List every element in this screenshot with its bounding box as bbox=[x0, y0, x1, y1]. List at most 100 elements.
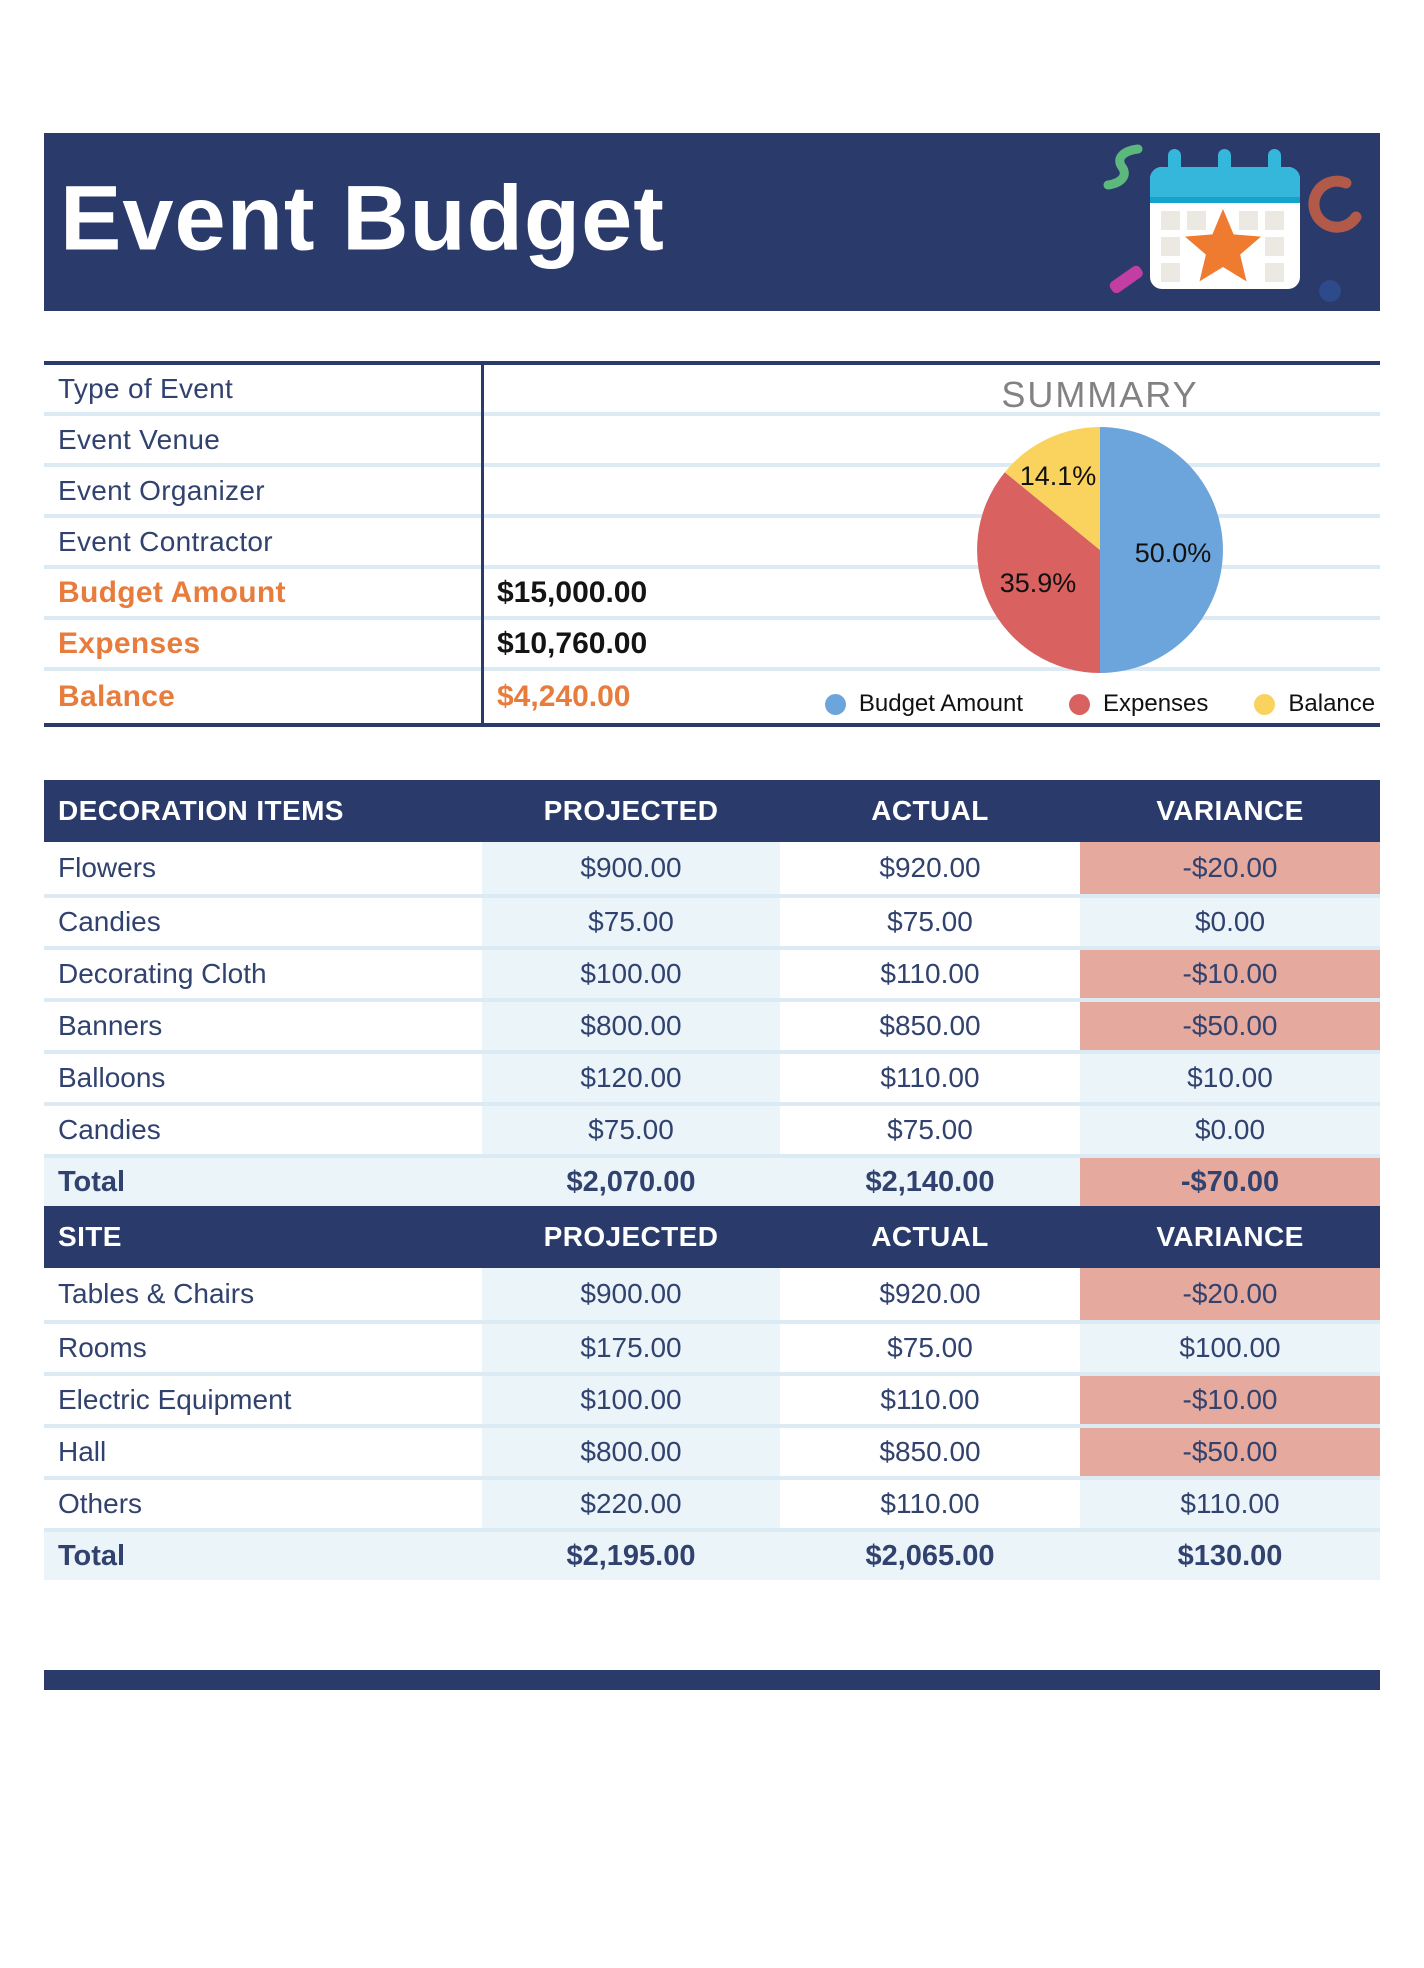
variance-cell[interactable]: -$20.00 bbox=[1080, 1268, 1380, 1320]
actual-cell[interactable]: $110.00 bbox=[880, 1488, 980, 1519]
actual-cell[interactable]: $75.00 bbox=[887, 1114, 973, 1145]
chart-legend: Budget Amount Expenses Balance bbox=[820, 690, 1380, 718]
projected-cell[interactable]: $2,195.00 bbox=[482, 1532, 780, 1580]
pie-slice-budget-amount bbox=[1100, 427, 1223, 673]
projected-cell[interactable]: $2,070.00 bbox=[482, 1158, 780, 1206]
summary-chart: SUMMARY 50.0% 35.9% 14.1% Budget Amount E… bbox=[820, 374, 1380, 718]
column-header-projected: PROJECTED bbox=[543, 795, 719, 826]
page-header-banner: Event Budget bbox=[44, 133, 1380, 311]
projected-cell[interactable]: $75.00 bbox=[482, 898, 780, 946]
variance-cell[interactable]: -$10.00 bbox=[1080, 1376, 1380, 1424]
legend-item: Budget Amount bbox=[824, 690, 1023, 718]
info-field-value[interactable]: $10,760.00 bbox=[497, 626, 648, 660]
legend-label: Budget Amount bbox=[858, 690, 1023, 717]
info-row-label: Event Venue bbox=[58, 423, 221, 455]
variance-cell[interactable]: $0.00 bbox=[1080, 898, 1380, 946]
confetti-dash-icon bbox=[1109, 265, 1143, 294]
projected-cell[interactable]: $175.00 bbox=[482, 1324, 780, 1372]
info-field-value[interactable]: $4,240.00 bbox=[497, 679, 631, 713]
item-cell[interactable]: Rooms bbox=[58, 1332, 147, 1363]
projected-cell[interactable]: $75.00 bbox=[482, 1106, 780, 1154]
item-cell[interactable]: Others bbox=[58, 1488, 143, 1519]
column-header-projected: PROJECTED bbox=[543, 1221, 719, 1252]
actual-cell[interactable]: $110.00 bbox=[880, 1384, 980, 1415]
banner-decoration bbox=[1103, 144, 1362, 302]
item-cell[interactable]: Candies bbox=[58, 906, 161, 937]
variance-cell[interactable]: -$50.00 bbox=[1080, 1002, 1380, 1050]
actual-cell[interactable]: $850.00 bbox=[879, 1010, 981, 1041]
projected-cell[interactable]: $220.00 bbox=[482, 1480, 780, 1528]
projected-cell[interactable]: $800.00 bbox=[482, 1428, 780, 1476]
info-row-label: Balance bbox=[58, 679, 176, 713]
table-row: Banners $800.00 $850.00 -$50.00 bbox=[44, 998, 1380, 1050]
legend-item: Balance bbox=[1254, 690, 1375, 718]
actual-cell[interactable]: $2,140.00 bbox=[780, 1158, 1080, 1206]
item-cell[interactable]: Balloons bbox=[58, 1062, 166, 1093]
table-header-row: SITE PROJECTED ACTUAL VARIANCE bbox=[44, 1206, 1380, 1268]
variance-cell[interactable]: $100.00 bbox=[1080, 1324, 1380, 1372]
item-cell[interactable]: Total bbox=[44, 1158, 482, 1206]
actual-cell[interactable]: $75.00 bbox=[887, 906, 973, 937]
info-row-label: Budget Amount bbox=[58, 575, 286, 609]
table-row: Tables & Chairs $900.00 $920.00 -$20.00 bbox=[44, 1268, 1380, 1320]
pie-label-expenses: 35.9% bbox=[1000, 568, 1077, 598]
item-cell[interactable]: Candies bbox=[58, 1114, 161, 1145]
footer-bar bbox=[44, 1670, 1380, 1690]
variance-cell[interactable]: $10.00 bbox=[1080, 1054, 1380, 1102]
summary-chart-title: SUMMARY bbox=[1001, 374, 1199, 415]
table-row: Candies $75.00 $75.00 $0.00 bbox=[44, 894, 1380, 946]
item-cell[interactable]: Electric Equipment bbox=[58, 1384, 292, 1415]
variance-cell[interactable]: $0.00 bbox=[1080, 1106, 1380, 1154]
projected-cell[interactable]: $100.00 bbox=[482, 950, 780, 998]
actual-cell[interactable]: $920.00 bbox=[879, 852, 981, 883]
projected-cell[interactable]: $900.00 bbox=[482, 842, 780, 894]
table-row: Electric Equipment $100.00 $110.00 -$10.00 bbox=[44, 1372, 1380, 1424]
item-cell[interactable]: Banners bbox=[58, 1010, 163, 1041]
info-row: Event Venue bbox=[44, 416, 1380, 467]
item-cell[interactable]: Flowers bbox=[58, 852, 157, 883]
pie-slice-expenses bbox=[977, 472, 1100, 673]
projected-cell[interactable]: $100.00 bbox=[482, 1376, 780, 1424]
actual-cell[interactable]: $850.00 bbox=[879, 1436, 981, 1467]
variance-cell[interactable]: -$70.00 bbox=[1080, 1158, 1380, 1206]
item-cell[interactable]: Tables & Chairs bbox=[58, 1278, 255, 1309]
variance-cell[interactable]: -$20.00 bbox=[1080, 842, 1380, 894]
actual-cell[interactable]: $110.00 bbox=[880, 958, 980, 989]
variance-cell[interactable]: $110.00 bbox=[1080, 1480, 1380, 1528]
item-cell[interactable]: Decorating Cloth bbox=[58, 958, 267, 989]
projected-cell[interactable]: $120.00 bbox=[482, 1054, 780, 1102]
table-row: Hall $800.00 $850.00 -$50.00 bbox=[44, 1424, 1380, 1476]
actual-cell[interactable]: $2,065.00 bbox=[780, 1532, 1080, 1580]
star-icon bbox=[1185, 209, 1261, 282]
variance-cell[interactable]: -$50.00 bbox=[1080, 1428, 1380, 1476]
actual-cell[interactable]: $920.00 bbox=[879, 1278, 981, 1309]
confetti-squiggle-icon bbox=[1103, 144, 1143, 190]
actual-cell[interactable]: $75.00 bbox=[887, 1332, 973, 1363]
legend-dot-icon bbox=[1068, 693, 1090, 715]
budget-tables: DECORATION ITEMS PROJECTED ACTUAL VARIANCE F… bbox=[44, 780, 1380, 1580]
info-row-label: Type of Event bbox=[58, 372, 234, 404]
column-header-item: DECORATION ITEMS bbox=[58, 795, 344, 826]
actual-cell[interactable]: $110.00 bbox=[880, 1062, 980, 1093]
table-row: Others $220.00 $110.00 $110.00 bbox=[44, 1476, 1380, 1528]
projected-cell[interactable]: $900.00 bbox=[482, 1268, 780, 1320]
legend-item: Expenses bbox=[1068, 690, 1209, 718]
projected-cell[interactable]: $800.00 bbox=[482, 1002, 780, 1050]
column-header-variance: VARIANCE bbox=[1156, 1221, 1304, 1252]
item-cell[interactable]: Total bbox=[44, 1532, 482, 1580]
column-header-variance: VARIANCE bbox=[1156, 795, 1304, 826]
confetti-dot-icon bbox=[1319, 280, 1341, 302]
item-cell[interactable]: Hall bbox=[58, 1436, 107, 1467]
variance-cell[interactable]: -$10.00 bbox=[1080, 950, 1380, 998]
info-row: Balance $4,240.00 bbox=[44, 671, 1380, 722]
table-header-row: DECORATION ITEMS PROJECTED ACTUAL VARIANCE bbox=[44, 780, 1380, 842]
pie-label-budget-amount: 50.0% bbox=[1135, 538, 1212, 568]
table-row: Flowers $900.00 $920.00 -$20.00 bbox=[44, 842, 1380, 894]
variance-cell[interactable]: $130.00 bbox=[1080, 1532, 1380, 1580]
info-field-value[interactable]: $15,000.00 bbox=[497, 575, 648, 609]
calendar-icon bbox=[1150, 149, 1300, 289]
legend-label: Expenses bbox=[1102, 690, 1209, 717]
confetti-arc-icon bbox=[1308, 175, 1362, 233]
column-header-actual: ACTUAL bbox=[871, 795, 989, 826]
info-row-label: Expenses bbox=[58, 626, 201, 660]
